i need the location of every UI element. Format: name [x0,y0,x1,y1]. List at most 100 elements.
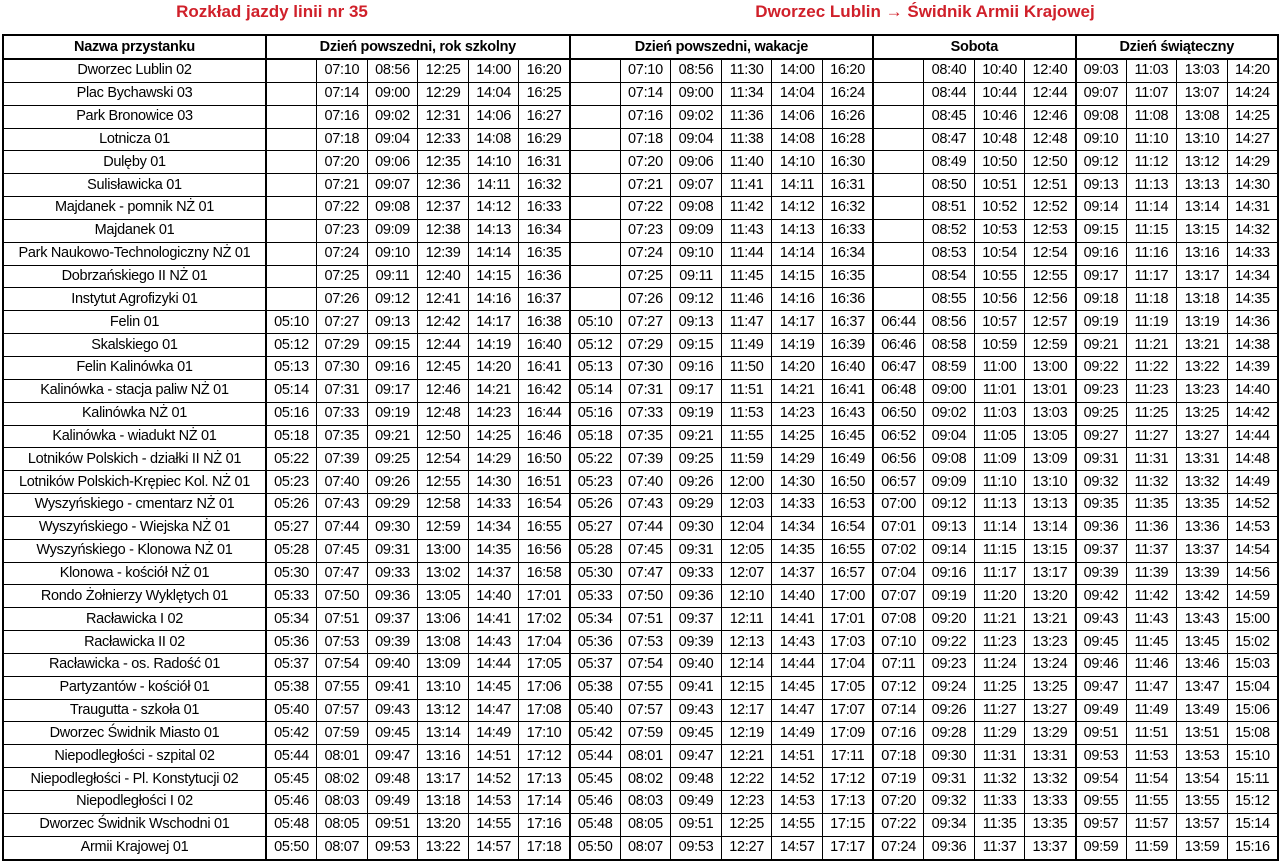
departure-time: 07:14 [872,698,925,723]
departure-time: 09:16 [670,355,722,380]
departure-time: 07:53 [619,630,672,654]
departure-time: 09:12 [670,287,722,312]
departure-time [265,218,318,243]
departure-time: 17:15 [822,812,874,837]
departure-time: 07:47 [619,561,672,586]
departure-time: 11:30 [720,58,773,83]
departure-time [568,196,621,220]
departure-time: 07:07 [872,584,925,609]
departure-time: 05:27 [568,515,621,540]
departure-time: 11:45 [1125,630,1178,654]
departure-time: 13:20 [417,812,469,837]
departure-time: 13:24 [1024,652,1076,677]
departure-time: 13:01 [1024,378,1076,403]
departure-time: 08:07 [316,835,368,861]
departure-time: 11:42 [720,196,773,220]
departure-time: 13:25 [1024,675,1076,700]
departure-time: 12:10 [720,584,773,609]
departure-time: 16:25 [518,81,571,106]
departure-time: 16:33 [822,218,874,243]
departure-time: 12:25 [720,812,773,837]
departure-time: 16:20 [518,58,571,83]
departure-time: 11:24 [973,652,1026,677]
departure-time: 15:11 [1226,767,1279,791]
departure-time: 17:10 [518,721,571,746]
departure-time: 12:58 [417,493,469,517]
departure-time: 07:57 [619,698,672,723]
departure-time: 05:33 [265,584,318,609]
departure-time: 11:13 [973,493,1026,517]
departure-time: 14:35 [1226,287,1279,312]
departure-time [568,173,621,198]
departure-time: 11:32 [973,767,1026,791]
departure-time: 09:36 [670,584,722,609]
departure-time: 16:50 [518,447,571,472]
departure-time [568,218,621,243]
departure-time [872,218,925,243]
departure-time: 13:29 [1024,721,1076,746]
departure-time: 11:19 [1125,310,1178,335]
departure-time: 12:13 [720,630,773,654]
departure-time: 11:36 [1125,515,1178,540]
departure-time: 14:24 [1226,81,1279,106]
departure-time: 12:29 [417,81,469,106]
departure-time: 12:55 [417,470,469,495]
departure-time: 09:19 [1074,310,1127,335]
departure-time: 16:40 [822,355,874,380]
departure-time: 12:31 [417,104,469,129]
departure-time: 07:45 [619,538,672,563]
departure-time: 07:44 [316,515,368,540]
departure-time: 11:43 [720,218,773,243]
departure-time: 09:08 [366,196,419,220]
departure-time: 07:00 [872,493,925,517]
departure-time: 13:45 [1176,630,1228,654]
departure-time: 14:41 [771,607,824,632]
departure-time [265,264,318,289]
departure-time: 09:42 [1074,584,1127,609]
departure-time: 14:10 [467,150,520,175]
departure-time: 16:51 [518,470,571,495]
departure-time: 07:22 [619,196,672,220]
departure-time: 11:35 [1125,493,1178,517]
departure-time [568,58,621,83]
departure-time: 14:53 [771,790,824,814]
departure-time: 05:34 [568,607,621,632]
stop-name: Majdanek 01 [2,218,267,243]
departure-time: 07:14 [619,81,672,106]
departure-time: 09:22 [1074,355,1127,380]
departure-time: 11:17 [973,561,1026,586]
departure-time: 06:44 [872,310,925,335]
departure-time: 11:10 [1125,127,1178,152]
departure-time: 08:02 [316,767,368,791]
departure-time: 09:17 [670,378,722,403]
departure-time: 12:45 [417,355,469,380]
departure-time: 11:41 [720,173,773,198]
stop-row: Rondo Żołnierzy Wyklętych 01 05:33 07:50 09… [2,584,1279,609]
departure-time: 09:39 [1074,561,1127,586]
departure-time: 17:07 [822,698,874,723]
departure-time: 05:23 [265,470,318,495]
stop-row: Traugutta - szkoła 01 05:40 07:57 09:43 13:1… [2,698,1279,723]
departure-time: 09:12 [923,493,975,517]
stop-name: Plac Bychawski 03 [2,81,267,106]
departure-time: 09:21 [366,424,419,449]
departure-time: 14:56 [1226,561,1279,586]
departure-time: 07:11 [872,652,925,677]
departure-time: 09:15 [366,333,419,357]
departure-time: 14:41 [467,607,520,632]
departure-time: 09:07 [366,173,419,198]
stop-row: Dworzec Świdnik Wschodni 01 05:48 08:05 09:… [2,812,1279,837]
departure-time: 07:20 [872,790,925,814]
departure-time: 11:49 [1125,698,1178,723]
departure-time [872,287,925,312]
departure-time: 14:39 [1226,355,1279,380]
departure-time: 13:25 [1176,401,1228,426]
departure-time: 14:31 [1226,196,1279,220]
departure-time: 08:44 [923,81,975,106]
stop-name: Kalinówka NŻ 01 [2,401,267,426]
departure-time: 13:03 [1024,401,1076,426]
departure-time: 07:19 [872,767,925,791]
departure-time: 17:09 [822,721,874,746]
departure-time: 07:39 [619,447,672,472]
departure-time: 07:10 [619,58,672,83]
